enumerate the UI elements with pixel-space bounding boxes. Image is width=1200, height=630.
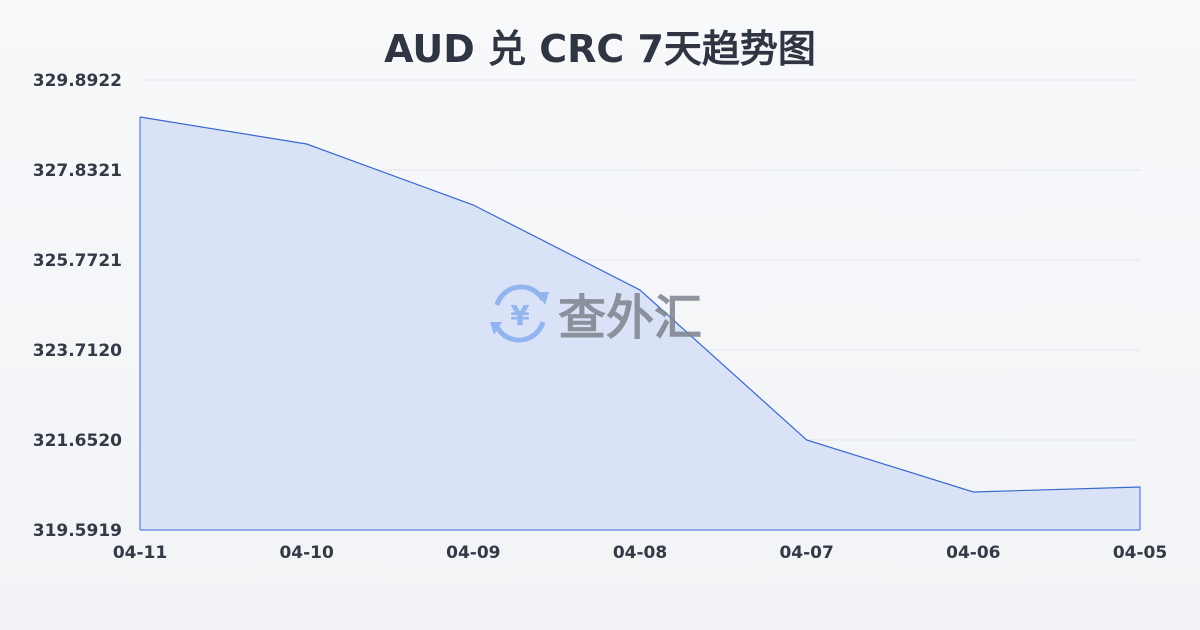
y-tick-label: 323.7120 [33,341,122,361]
yen-exchange-icon: ¥ [490,284,549,343]
y-tick-label: 325.7721 [33,251,122,271]
watermark-text: 查外汇 [558,290,702,346]
x-tick-label: 04-05 [1113,543,1167,563]
y-tick-label: 319.5919 [33,521,122,541]
x-tick-label: 04-11 [113,543,167,563]
svg-text:¥: ¥ [510,299,530,332]
watermark: ¥ 查外汇 [490,284,702,346]
x-tick-label: 04-06 [946,543,1000,563]
x-tick-label: 04-09 [446,543,500,563]
data-point [639,289,641,291]
y-tick-label: 327.8321 [33,161,122,181]
data-point [472,204,474,206]
x-tick-label: 04-10 [279,543,334,563]
x-tick-label: 04-08 [613,543,667,563]
data-point [972,491,974,493]
chart-title: AUD 兑 CRC 7天趋势图 [384,27,816,71]
y-tick-label: 329.8922 [33,71,122,91]
area-fill [140,117,1140,530]
data-point [806,439,808,441]
data-point [306,143,308,145]
x-tick-label: 04-07 [779,543,833,563]
y-tick-label: 321.6520 [33,431,122,451]
